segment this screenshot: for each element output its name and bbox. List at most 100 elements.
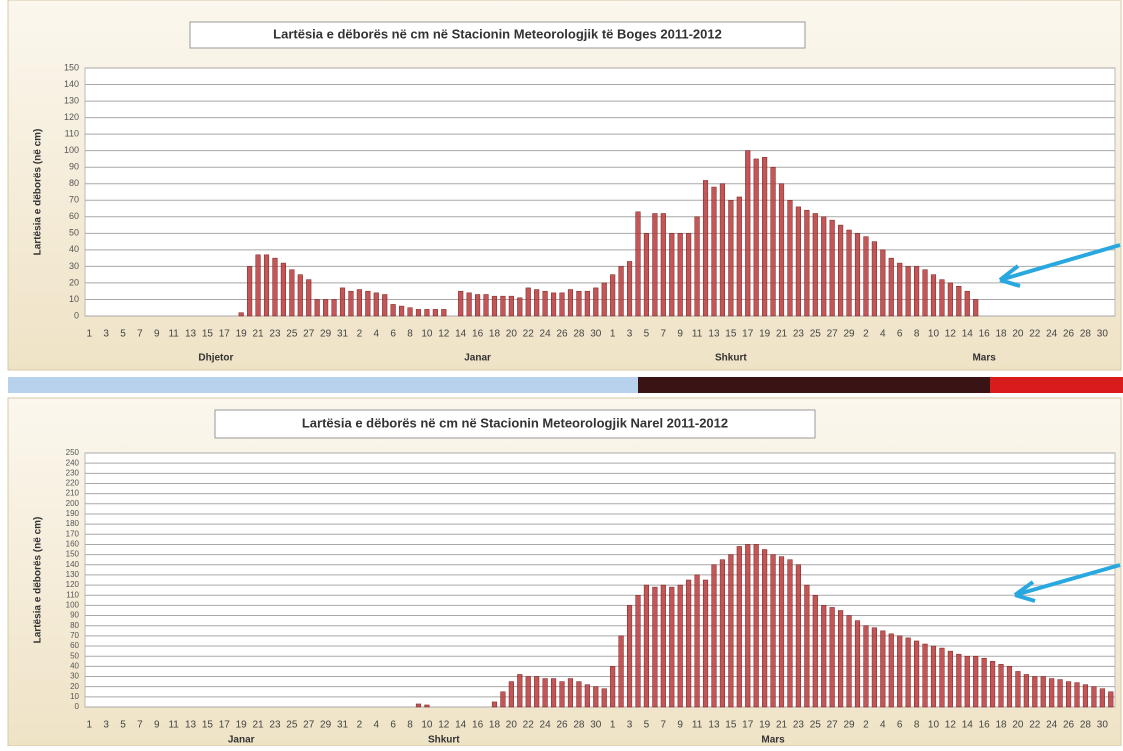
bar — [736, 196, 742, 317]
bar — [736, 546, 742, 708]
x-tick-label: 6 — [897, 720, 903, 731]
bar — [534, 676, 540, 708]
x-tick-label: 30 — [1097, 329, 1109, 340]
x-tick-label: 2 — [357, 720, 363, 731]
x-tick-label: 25 — [286, 329, 298, 340]
bar — [930, 274, 937, 317]
bar — [719, 559, 725, 708]
x-tick-label: 19 — [236, 720, 248, 731]
bar — [356, 289, 362, 317]
bar — [626, 261, 633, 317]
x-tick-label: 29 — [843, 329, 855, 340]
y-tick-label: 120 — [64, 112, 79, 122]
x-tick-label: 20 — [506, 329, 518, 340]
x-tick-label: 31 — [337, 720, 349, 731]
bar — [812, 594, 818, 708]
bar — [846, 615, 852, 708]
bar — [390, 304, 396, 317]
x-tick-label: 20 — [1012, 329, 1024, 340]
bar — [610, 666, 616, 708]
bar — [1091, 686, 1097, 708]
y-tick-label: 230 — [66, 468, 80, 477]
y-tick-label: 20 — [70, 682, 79, 691]
x-tick-label: 28 — [573, 329, 585, 340]
bar — [821, 605, 827, 708]
x-tick-label: 21 — [253, 720, 265, 731]
bar — [762, 549, 768, 708]
bar — [770, 166, 776, 317]
bar — [525, 287, 531, 317]
bar — [272, 257, 278, 317]
x-tick-label: 5 — [644, 720, 650, 731]
bar — [914, 640, 920, 708]
bar — [635, 594, 641, 708]
x-tick-label: 22 — [1029, 720, 1041, 731]
x-tick-label: 5 — [120, 329, 126, 340]
bar — [964, 290, 970, 317]
month-label: Mars — [761, 735, 785, 746]
bar — [981, 657, 987, 708]
bar — [610, 274, 616, 317]
bar — [702, 579, 709, 708]
bar — [888, 633, 894, 708]
bar — [863, 236, 869, 317]
chart-title: Lartësia e dëborës në cm në Stacionin Me… — [302, 415, 728, 430]
bar — [787, 559, 793, 708]
bar — [542, 290, 548, 317]
y-tick-label: 160 — [66, 540, 80, 549]
x-tick-label: 30 — [1097, 720, 1109, 731]
x-tick-label: 14 — [962, 720, 974, 731]
x-tick-label: 15 — [725, 329, 737, 340]
bar — [973, 655, 979, 708]
bar — [956, 285, 962, 317]
bar — [626, 605, 633, 708]
x-tick-label: 29 — [843, 720, 855, 731]
x-tick-label: 7 — [661, 329, 667, 340]
x-tick-label: 4 — [880, 720, 886, 731]
bar — [745, 150, 751, 317]
x-tick-label: 26 — [556, 720, 568, 731]
y-tick-label: 90 — [69, 162, 79, 172]
y-tick-label: 210 — [66, 489, 80, 498]
x-tick-label: 23 — [269, 329, 281, 340]
x-tick-label: 27 — [303, 720, 315, 731]
title-box — [189, 21, 806, 49]
x-tick-label: 11 — [168, 329, 179, 340]
month-label: Shkurt — [715, 353, 747, 364]
x-tick-label: 13 — [185, 329, 197, 340]
bar — [871, 627, 877, 708]
x-tick-label: 15 — [202, 329, 214, 340]
bar — [821, 216, 827, 317]
y-tick-label: 50 — [69, 228, 79, 238]
bar — [880, 249, 886, 317]
bar — [339, 287, 346, 317]
x-tick-label: 7 — [137, 720, 143, 731]
bar — [441, 309, 447, 317]
bar — [1006, 666, 1013, 708]
x-tick-label: 8 — [914, 329, 920, 340]
x-tick-label: 1 — [86, 720, 92, 731]
bar — [838, 610, 844, 708]
bar — [998, 664, 1004, 708]
bar — [550, 678, 557, 708]
bar — [871, 241, 877, 317]
x-tick-label: 23 — [269, 720, 281, 731]
x-tick-label: 24 — [1046, 329, 1058, 340]
x-tick-label: 19 — [236, 329, 248, 340]
x-tick-label: 18 — [995, 720, 1007, 731]
x-tick-label: 8 — [407, 329, 413, 340]
bar — [854, 233, 861, 317]
bar — [669, 586, 675, 708]
x-tick-label: 21 — [776, 329, 788, 340]
month-label: Janar — [228, 735, 255, 746]
bar — [567, 678, 574, 708]
bar — [964, 655, 970, 708]
bar — [787, 200, 793, 317]
y-tick-label: 170 — [66, 529, 80, 538]
x-tick-label: 15 — [202, 720, 214, 731]
bar — [804, 584, 810, 708]
x-tick-label: 15 — [725, 720, 737, 731]
y-tick-label: 20 — [69, 277, 79, 287]
x-tick-label: 16 — [472, 329, 484, 340]
y-tick-label: 200 — [66, 499, 80, 508]
